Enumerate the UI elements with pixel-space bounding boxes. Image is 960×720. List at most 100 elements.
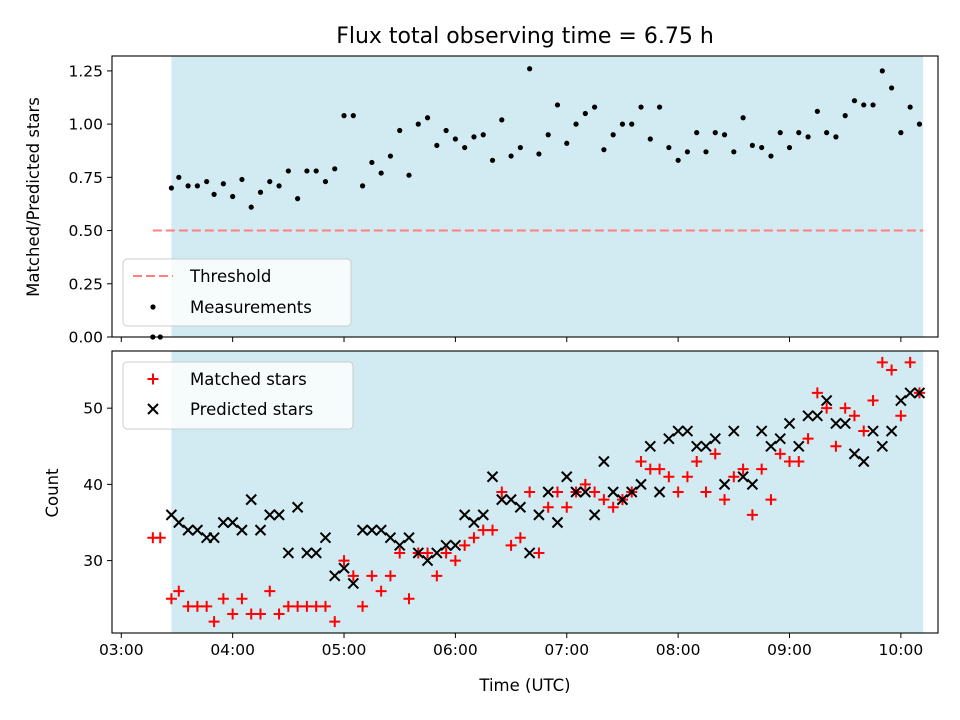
measurement-point bbox=[740, 115, 746, 121]
measurement-point bbox=[489, 157, 496, 163]
measurement-point bbox=[406, 172, 412, 178]
matched-star-point bbox=[895, 410, 907, 422]
matched-star-point bbox=[319, 600, 331, 612]
matched-star-point bbox=[709, 448, 721, 460]
measurement-point bbox=[694, 130, 700, 136]
measurement-point bbox=[176, 174, 182, 180]
measurement-point bbox=[638, 104, 644, 110]
matched-star-point bbox=[440, 547, 452, 559]
matched-star-point bbox=[589, 486, 601, 498]
matched-star-point bbox=[422, 547, 434, 559]
predicted-star-point bbox=[173, 516, 185, 529]
measurement-point bbox=[462, 144, 468, 151]
bottom-y-axis-label: Count bbox=[43, 468, 62, 518]
bottom-plot-frame bbox=[111, 350, 939, 634]
matched-star-point bbox=[254, 608, 266, 620]
bottom-x-tick-label: 07:00 bbox=[544, 641, 589, 659]
matched-star-point bbox=[561, 501, 573, 513]
predicted-star-point bbox=[182, 524, 194, 536]
top-legend-box bbox=[122, 258, 352, 327]
measurement-point bbox=[777, 130, 783, 136]
measurement-point bbox=[313, 168, 319, 174]
predicted-star-point bbox=[310, 547, 322, 559]
top-plot-frame bbox=[111, 55, 939, 338]
predicted-star-point bbox=[282, 547, 295, 559]
measurement-point bbox=[619, 121, 626, 127]
predicted-star-point bbox=[254, 524, 267, 536]
predicted-star-point bbox=[913, 387, 926, 399]
bottom-panel: 30 40 50 03:00 04:00 05:00 06:00 07:00 08:00 09:0… bbox=[83, 350, 939, 659]
matched-star-point bbox=[459, 539, 471, 551]
matched-star-point bbox=[366, 570, 378, 582]
predicted-star-point bbox=[765, 440, 777, 452]
matched-star-point bbox=[496, 486, 508, 498]
predicted-star-point bbox=[858, 455, 870, 468]
measurement-point bbox=[907, 104, 913, 110]
predicted-star-point bbox=[588, 509, 601, 521]
measurement-point bbox=[248, 204, 254, 210]
measurement-point bbox=[916, 121, 923, 127]
matched-star-point bbox=[802, 433, 814, 445]
predicted-star-point bbox=[347, 577, 360, 590]
measurement-point bbox=[434, 142, 440, 149]
predicted-star-point bbox=[319, 532, 332, 544]
predicted-star-point bbox=[329, 570, 341, 582]
measurement-point bbox=[350, 113, 356, 119]
top-y-tick-label: 1.25 bbox=[68, 62, 103, 80]
legend-predicted-swatch bbox=[147, 403, 159, 415]
matched-star-point bbox=[191, 600, 203, 612]
measurement-point bbox=[341, 113, 347, 119]
predicted-star-point bbox=[774, 432, 786, 445]
predicted-star-point bbox=[338, 562, 350, 574]
matched-star-point bbox=[793, 456, 805, 468]
matched-star-point bbox=[173, 585, 185, 597]
matched-star-point bbox=[227, 608, 239, 620]
predicted-star-point bbox=[755, 425, 768, 437]
matched-star-point bbox=[310, 600, 322, 612]
matched-star-point bbox=[338, 555, 350, 567]
matched-star-point bbox=[375, 585, 387, 597]
measurement-point bbox=[879, 68, 885, 74]
predicted-star-point bbox=[728, 425, 740, 437]
matched-star-point bbox=[449, 555, 461, 567]
measurement-point bbox=[684, 149, 691, 155]
matched-star-point bbox=[505, 539, 517, 551]
matched-star-point bbox=[876, 356, 888, 368]
predicted-star-point bbox=[208, 532, 220, 544]
measurement-point bbox=[322, 178, 329, 185]
measurement-point bbox=[295, 196, 301, 202]
top-legend: Threshold Measurements bbox=[122, 258, 352, 327]
measurement-point bbox=[257, 189, 264, 195]
predicted-star-point bbox=[839, 417, 851, 430]
predicted-star-point bbox=[245, 493, 257, 506]
legend-matched-label: Matched stars bbox=[190, 370, 307, 389]
measurement-point bbox=[304, 168, 310, 174]
predicted-star-point bbox=[496, 493, 508, 506]
measurement-point bbox=[564, 140, 570, 146]
predicted-star-point bbox=[885, 425, 898, 437]
predicted-star-point bbox=[273, 509, 285, 521]
predicted-star-point bbox=[783, 417, 796, 430]
matched-star-point bbox=[579, 478, 591, 490]
matched-star-point bbox=[282, 600, 294, 612]
measurement-point bbox=[870, 102, 876, 108]
measurement-point bbox=[759, 144, 765, 151]
measurement-point bbox=[332, 166, 338, 172]
measurement-point bbox=[749, 142, 755, 149]
chart-title: Flux total observing time = 6.75 h bbox=[336, 24, 714, 49]
predicted-star-point bbox=[867, 425, 879, 437]
predicted-star-point bbox=[217, 516, 230, 529]
predicted-star-point bbox=[876, 440, 889, 452]
measurement-point bbox=[359, 183, 366, 189]
matched-star-point bbox=[700, 486, 712, 498]
measurement-point bbox=[480, 132, 486, 138]
predicted-star-point bbox=[403, 532, 415, 544]
measurement-point bbox=[517, 144, 523, 151]
legend-matched-swatch bbox=[147, 373, 159, 385]
predicted-star-point bbox=[542, 486, 554, 498]
predicted-star-point bbox=[301, 547, 313, 559]
predicted-star-point bbox=[653, 486, 666, 498]
predicted-star-point bbox=[570, 486, 582, 498]
matched-star-point bbox=[691, 456, 703, 468]
